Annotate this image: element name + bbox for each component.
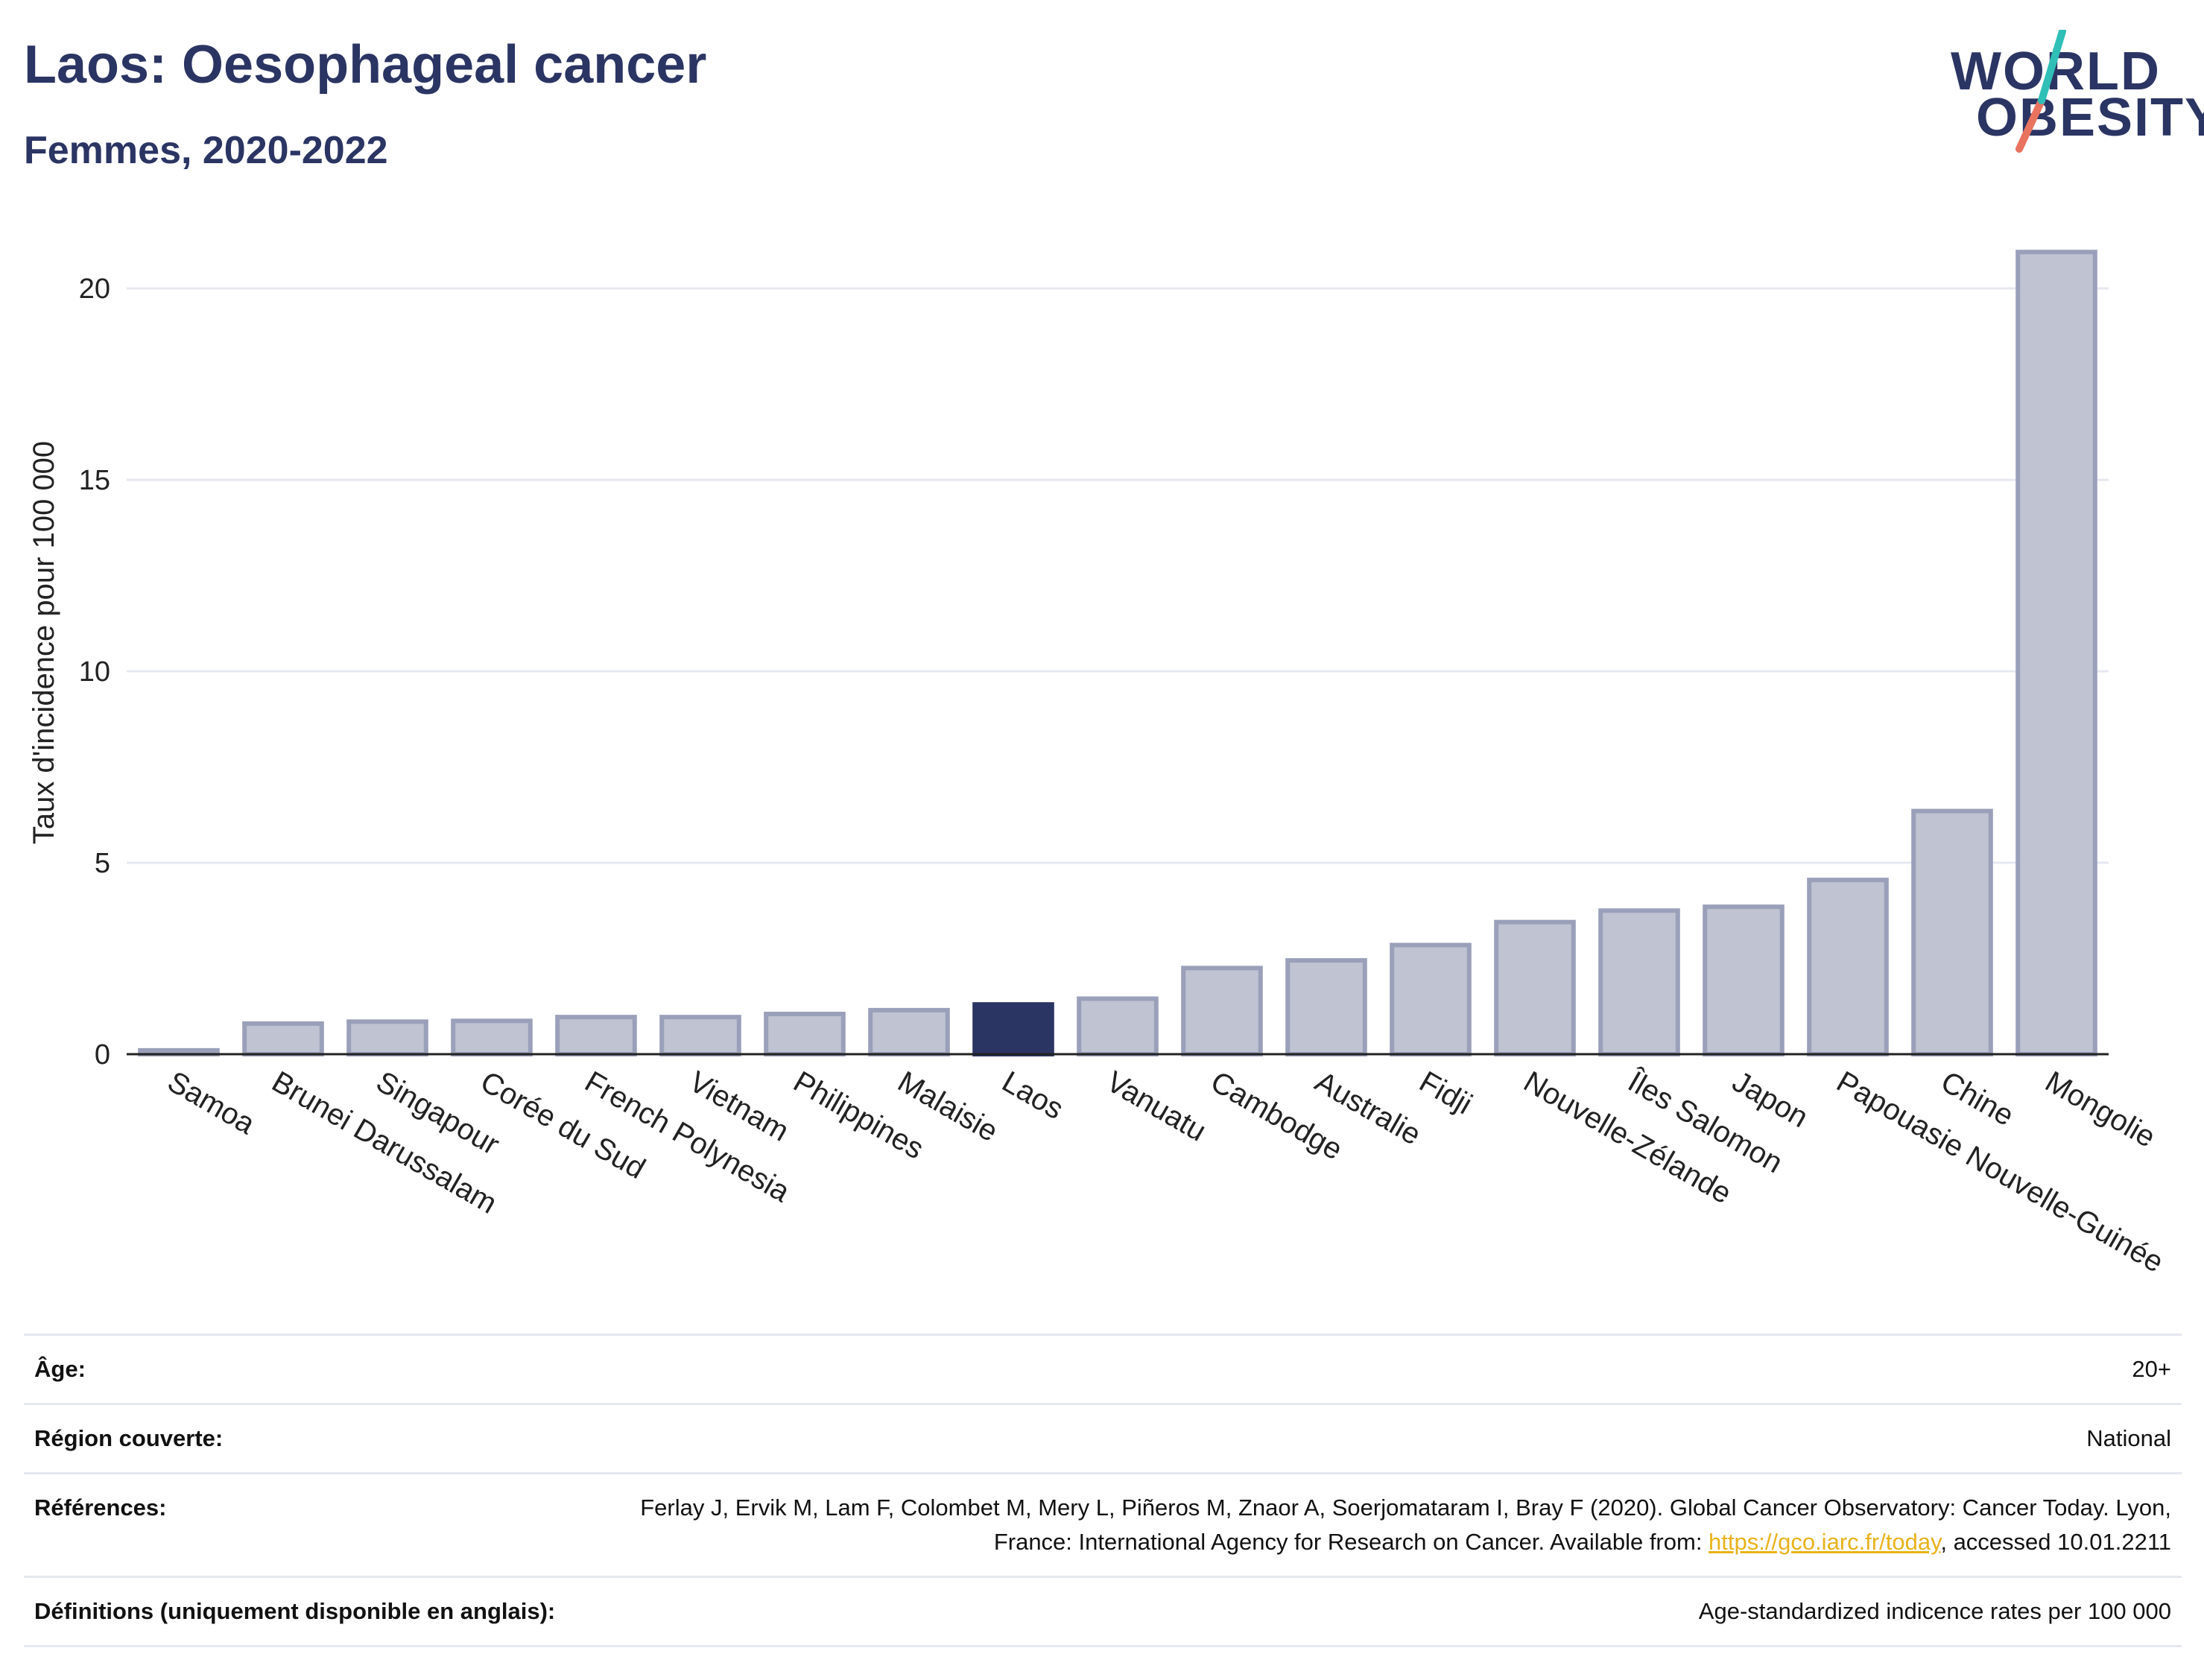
- bar: [242, 1021, 324, 1056]
- references-link[interactable]: https://gco.iarc.fr/today: [1709, 1529, 1941, 1555]
- bar: [2015, 250, 2097, 1056]
- x-tick-label: Samoa: [162, 1065, 261, 1141]
- bar: [868, 1007, 950, 1057]
- bar: [451, 1018, 533, 1056]
- bar: [1285, 958, 1367, 1057]
- bar-chart: 0 5 10 15 20 Taux d'incidence pour 100 000 Sam…: [28, 250, 2169, 1279]
- definitions-label: Définitions (uniquement disponible en an…: [34, 1598, 556, 1624]
- bar: [1598, 908, 1680, 1057]
- page-title: Laos: Oesophageal cancer: [24, 35, 707, 95]
- references-label: Références:: [34, 1494, 167, 1521]
- age-value: 20+: [2132, 1356, 2171, 1382]
- bar: [346, 1019, 428, 1057]
- x-tick-label: Vanuatu: [1101, 1065, 1212, 1148]
- meta-row-references: Références: Ferlay J, Ervik M, Lam F, Co…: [24, 1472, 2182, 1576]
- references-value: Ferlay J, Ervik M, Lam F, Colombet M, Me…: [566, 1474, 2182, 1576]
- y-axis-label: Taux d'incidence pour 100 000: [28, 441, 60, 844]
- bar: [1494, 919, 1576, 1056]
- bar: [1703, 904, 1785, 1057]
- bar: [1390, 942, 1472, 1056]
- logo-line-2: OBESITY: [1976, 88, 2204, 148]
- bar: [764, 1012, 846, 1057]
- meta-row-region: Région couverte: National: [24, 1403, 2182, 1472]
- region-label: Région couverte:: [34, 1425, 224, 1451]
- y-tick-label: 10: [79, 656, 110, 688]
- age-label: Âge:: [34, 1356, 86, 1382]
- x-tick-label: Mongolie: [2040, 1065, 2162, 1154]
- x-tick-label: Laos: [997, 1065, 1069, 1126]
- metadata-table: Âge: 20+ Région couverte: National Référ…: [24, 1334, 2182, 1647]
- bar: [1181, 966, 1263, 1057]
- meta-row-definitions: Définitions (uniquement disponible en an…: [24, 1576, 2182, 1647]
- y-tick-label: 15: [79, 465, 110, 496]
- bar: [555, 1015, 637, 1056]
- references-text: Ferlay J, Ervik M, Lam F, Colombet M, Me…: [640, 1494, 2171, 1555]
- y-tick-label: 20: [79, 273, 110, 305]
- definitions-value: Age-standardized indicence rates per 100…: [1698, 1598, 2171, 1624]
- region-value: National: [2086, 1425, 2171, 1451]
- bar: [1807, 878, 1889, 1057]
- references-accessed: , accessed 10.01.2211: [1940, 1529, 2171, 1555]
- world-obesity-logo: WORLD OBESITY: [1937, 30, 2204, 164]
- y-tick-label: 5: [95, 848, 110, 879]
- page-subtitle: Femmes, 2020-2022: [24, 129, 388, 172]
- bar: [1911, 808, 1993, 1056]
- bar: [972, 1002, 1054, 1056]
- bar: [1077, 996, 1159, 1056]
- logo-slash-icon: [2015, 30, 2066, 153]
- bar: [659, 1015, 741, 1056]
- x-tick-label: Fidji: [1414, 1065, 1478, 1121]
- y-tick-label: 0: [95, 1039, 110, 1071]
- meta-row-age: Âge: 20+: [24, 1334, 2182, 1403]
